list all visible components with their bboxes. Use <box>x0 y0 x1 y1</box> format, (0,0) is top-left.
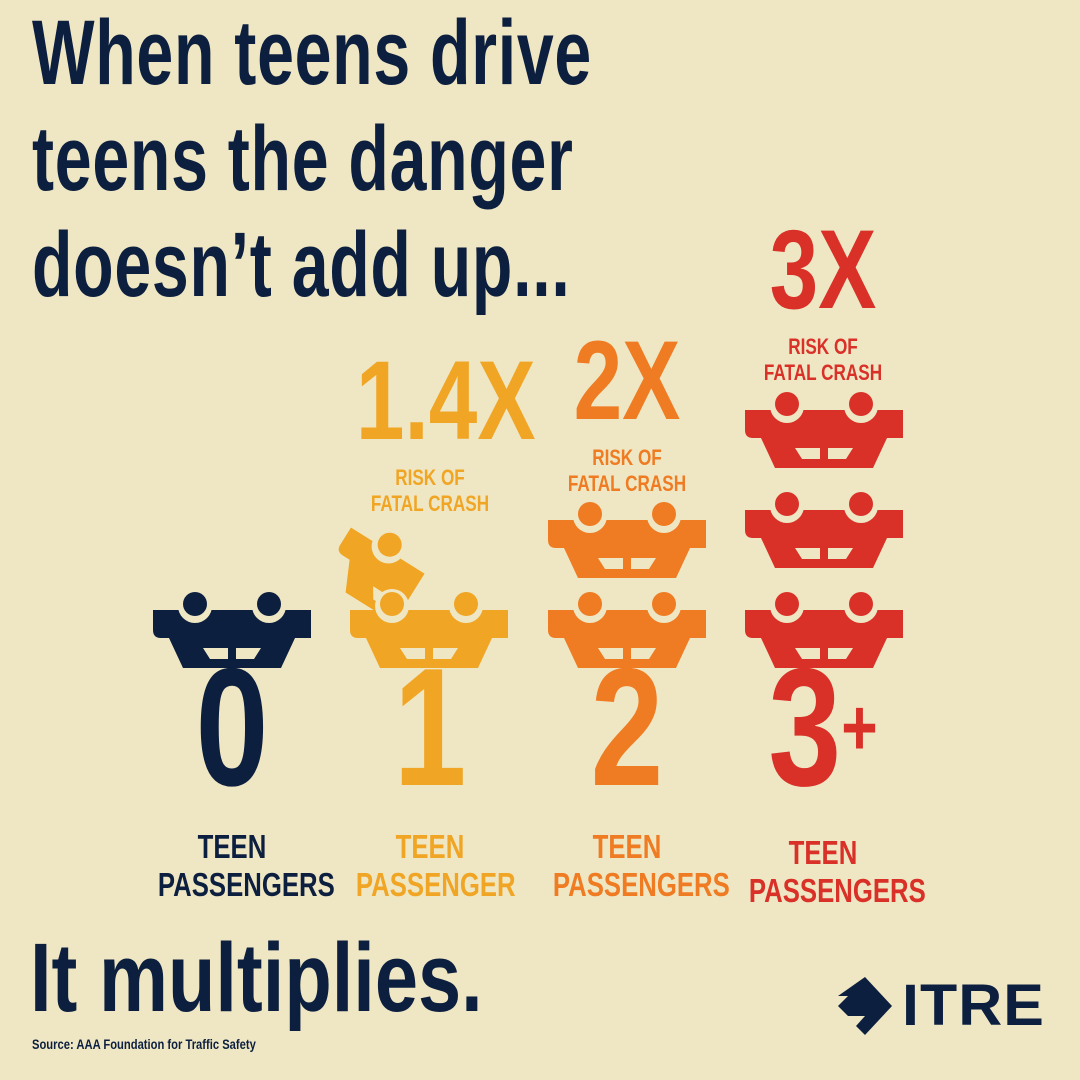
label-teen: TEEN <box>395 828 465 865</box>
itre-logo: ITRE <box>836 972 1044 1039</box>
risk-multiplier: 2X <box>573 318 681 443</box>
risk-label-line-2: FATAL CRASH <box>763 360 883 385</box>
car-icon <box>745 489 903 568</box>
risk-label-line-2: FATAL CRASH <box>370 491 490 516</box>
headline-line-2: teens the danger <box>32 108 574 210</box>
passenger-count: 3+ <box>749 631 897 824</box>
passenger-count-number: 3 <box>768 633 842 821</box>
risk-label-line-2: FATAL CRASH <box>567 471 687 496</box>
label-passenger: PASSENGER <box>355 866 516 903</box>
label-teen: TEEN <box>592 828 662 865</box>
risk-multiplier: 3X <box>769 207 877 332</box>
risk-multiplier: 1.4X <box>355 338 536 463</box>
label-passengers: PASSENGERS <box>552 866 730 903</box>
car-icon <box>745 389 903 468</box>
headline-line-1: When teens drive <box>32 2 592 104</box>
passenger-count: 2 <box>590 633 664 821</box>
passenger-count: 0 <box>195 633 269 821</box>
label-passengers: PASSENGERS <box>748 872 926 909</box>
passenger-count: 1 <box>393 633 467 821</box>
plus-superscript: + <box>841 683 878 772</box>
label-teen: TEEN <box>197 828 267 865</box>
headline: When teens drive teens the danger doesn’… <box>32 0 592 318</box>
arrow-diamond-icon <box>838 976 892 1035</box>
car-icon <box>548 499 706 578</box>
source-credit: Source: AAA Foundation for Traffic Safet… <box>32 1036 256 1052</box>
headline-line-3: doesn’t add up... <box>32 214 571 316</box>
risk-label-line-1: RISK OF <box>395 465 465 490</box>
risk-label-line-1: RISK OF <box>592 445 662 470</box>
risk-label-line-1: RISK OF <box>788 334 858 359</box>
label-passengers: PASSENGERS <box>157 866 335 903</box>
logo-text: ITRE <box>902 973 1045 1038</box>
tagline: It multiplies. <box>30 923 483 1032</box>
label-teen: TEEN <box>788 834 858 871</box>
